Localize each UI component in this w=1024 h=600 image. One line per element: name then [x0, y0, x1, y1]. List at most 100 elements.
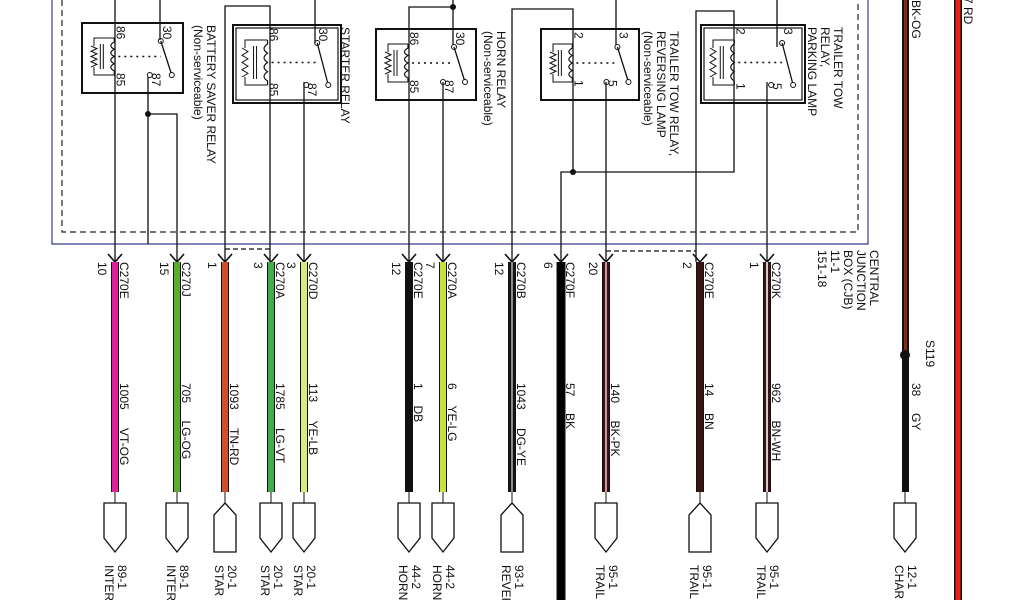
destination-label: HORN	[396, 565, 410, 600]
relay-pin-label: 30	[160, 26, 174, 40]
destination-page: 44-2	[409, 565, 423, 589]
connector-pin-up-icon	[688, 502, 712, 553]
destination-page: 44-2	[443, 565, 457, 589]
resistor-lead	[244, 77, 268, 86]
wire-stripe	[511, 262, 513, 492]
connector-id: C270E	[117, 262, 131, 299]
splice-label: S119	[923, 340, 937, 367]
circuit-number: 140	[608, 383, 622, 403]
contact-pivot	[625, 79, 632, 85]
destination-label: CHAR	[892, 565, 906, 599]
resistor-icon	[383, 51, 393, 75]
relay-name: BATTERY SAVER RELAY	[204, 25, 218, 164]
relay-pin-label: 86	[407, 32, 421, 46]
relay-name: (Non-serviceable)	[641, 31, 655, 126]
connector-id: C270A	[273, 262, 287, 299]
wire-insulation	[222, 262, 228, 492]
destination-label: REVER	[499, 565, 513, 600]
wire-insulation	[557, 262, 565, 600]
connector-id: C270F	[563, 262, 577, 298]
destination-page: 95-1	[606, 565, 620, 589]
destination-label: TRAIL	[593, 565, 607, 599]
connector-pin: 12	[389, 262, 403, 276]
resistor-lead	[93, 67, 115, 76]
connector-pin-down-icon	[893, 502, 917, 554]
relay-name: RELAY,	[818, 27, 832, 67]
circuit-number: 705	[179, 383, 193, 403]
internal-wiring	[114, 0, 778, 262]
junction-box-label-line: BOX (CJB)	[841, 250, 855, 309]
relay-name: PARKING LAMP	[805, 27, 819, 116]
connector-pin-down-icon	[755, 502, 779, 554]
destination-page: 93-1	[512, 565, 526, 589]
wire-segment	[224, 5, 271, 262]
relay-pin-label: 85	[407, 80, 421, 94]
wire-insulation	[697, 262, 703, 492]
relay-pin-label: 87	[442, 80, 456, 94]
connector-pin: 1	[747, 262, 761, 269]
resistor-lead	[712, 77, 735, 86]
relay: 86 85 30 87 BATTERY SAVER RELAY(Non-servicea…	[81, 22, 218, 164]
wire-color-code: BN-WH	[769, 421, 783, 462]
destination-page: 95-1	[700, 565, 714, 589]
destination-label: INTER	[164, 565, 178, 600]
destination-label: STAR	[212, 565, 226, 596]
destination-label: STAR	[291, 565, 305, 596]
switch-blade	[453, 46, 466, 83]
relay-box	[540, 28, 640, 101]
connector-id: C270D	[306, 262, 320, 300]
coil-icon	[110, 38, 116, 75]
relay-pin-label: 85	[113, 73, 127, 87]
circuit-number: 962	[769, 383, 783, 403]
relay-pin-label: 87	[305, 83, 319, 97]
destination-label: STAR	[258, 565, 272, 596]
wire-color-code: BK	[563, 413, 577, 429]
junction-box-label-line: 11-1	[828, 250, 842, 273]
circuit-number: 6	[445, 383, 459, 390]
junction-dot	[145, 111, 151, 117]
relay-name: REVERSING LAMP	[654, 31, 668, 138]
junction-box-border	[51, 0, 869, 245]
wire-color-code: LG-OG	[179, 421, 193, 460]
wire-insulation	[301, 262, 307, 492]
relay-name: STARTER RELAY	[338, 27, 352, 124]
battery-feed-color-code: BK-OG	[909, 0, 923, 39]
destination-page: 89-1	[177, 565, 191, 589]
connector-pin: 12	[492, 262, 506, 276]
wire-stripe	[766, 262, 768, 492]
connector-id: C270E	[411, 262, 425, 299]
connector-id: C270E	[702, 262, 716, 299]
resistor-icon	[709, 47, 717, 78]
wire-segment	[560, 10, 735, 262]
relay-pin-label: 1	[571, 80, 585, 87]
relay-pin-label: 87	[149, 73, 163, 87]
switch-blade	[316, 42, 329, 86]
relay-pin-label: 30	[453, 32, 467, 46]
connector-pin: 7	[423, 262, 437, 269]
resistor-icon	[89, 45, 99, 68]
connector-pin: 6	[541, 262, 555, 269]
relay-pin-label: 1	[733, 83, 747, 90]
resistor-lead	[244, 39, 268, 48]
switch-blade	[616, 46, 630, 83]
contact-87	[768, 82, 775, 88]
wire-color-code: DB	[411, 406, 425, 423]
relay-name: TRAILER TOW	[831, 27, 845, 109]
switch-blade	[160, 40, 173, 76]
wire-insulation	[440, 262, 446, 492]
wire-insulation	[174, 262, 180, 492]
relay-pin-label: 30	[316, 28, 330, 42]
relay: 86 85 30 87 HORN RELAY(Non-serviceable)	[375, 28, 508, 126]
relay-pin-label: 5	[770, 83, 784, 90]
relay-pin-label: 85	[267, 83, 281, 97]
destination-page: 20-1	[225, 565, 239, 589]
destination-label: TRAIL	[687, 565, 701, 599]
relay-box	[81, 22, 184, 94]
connector-pin: 10	[95, 262, 109, 276]
connector-arrow-icon	[263, 253, 279, 264]
